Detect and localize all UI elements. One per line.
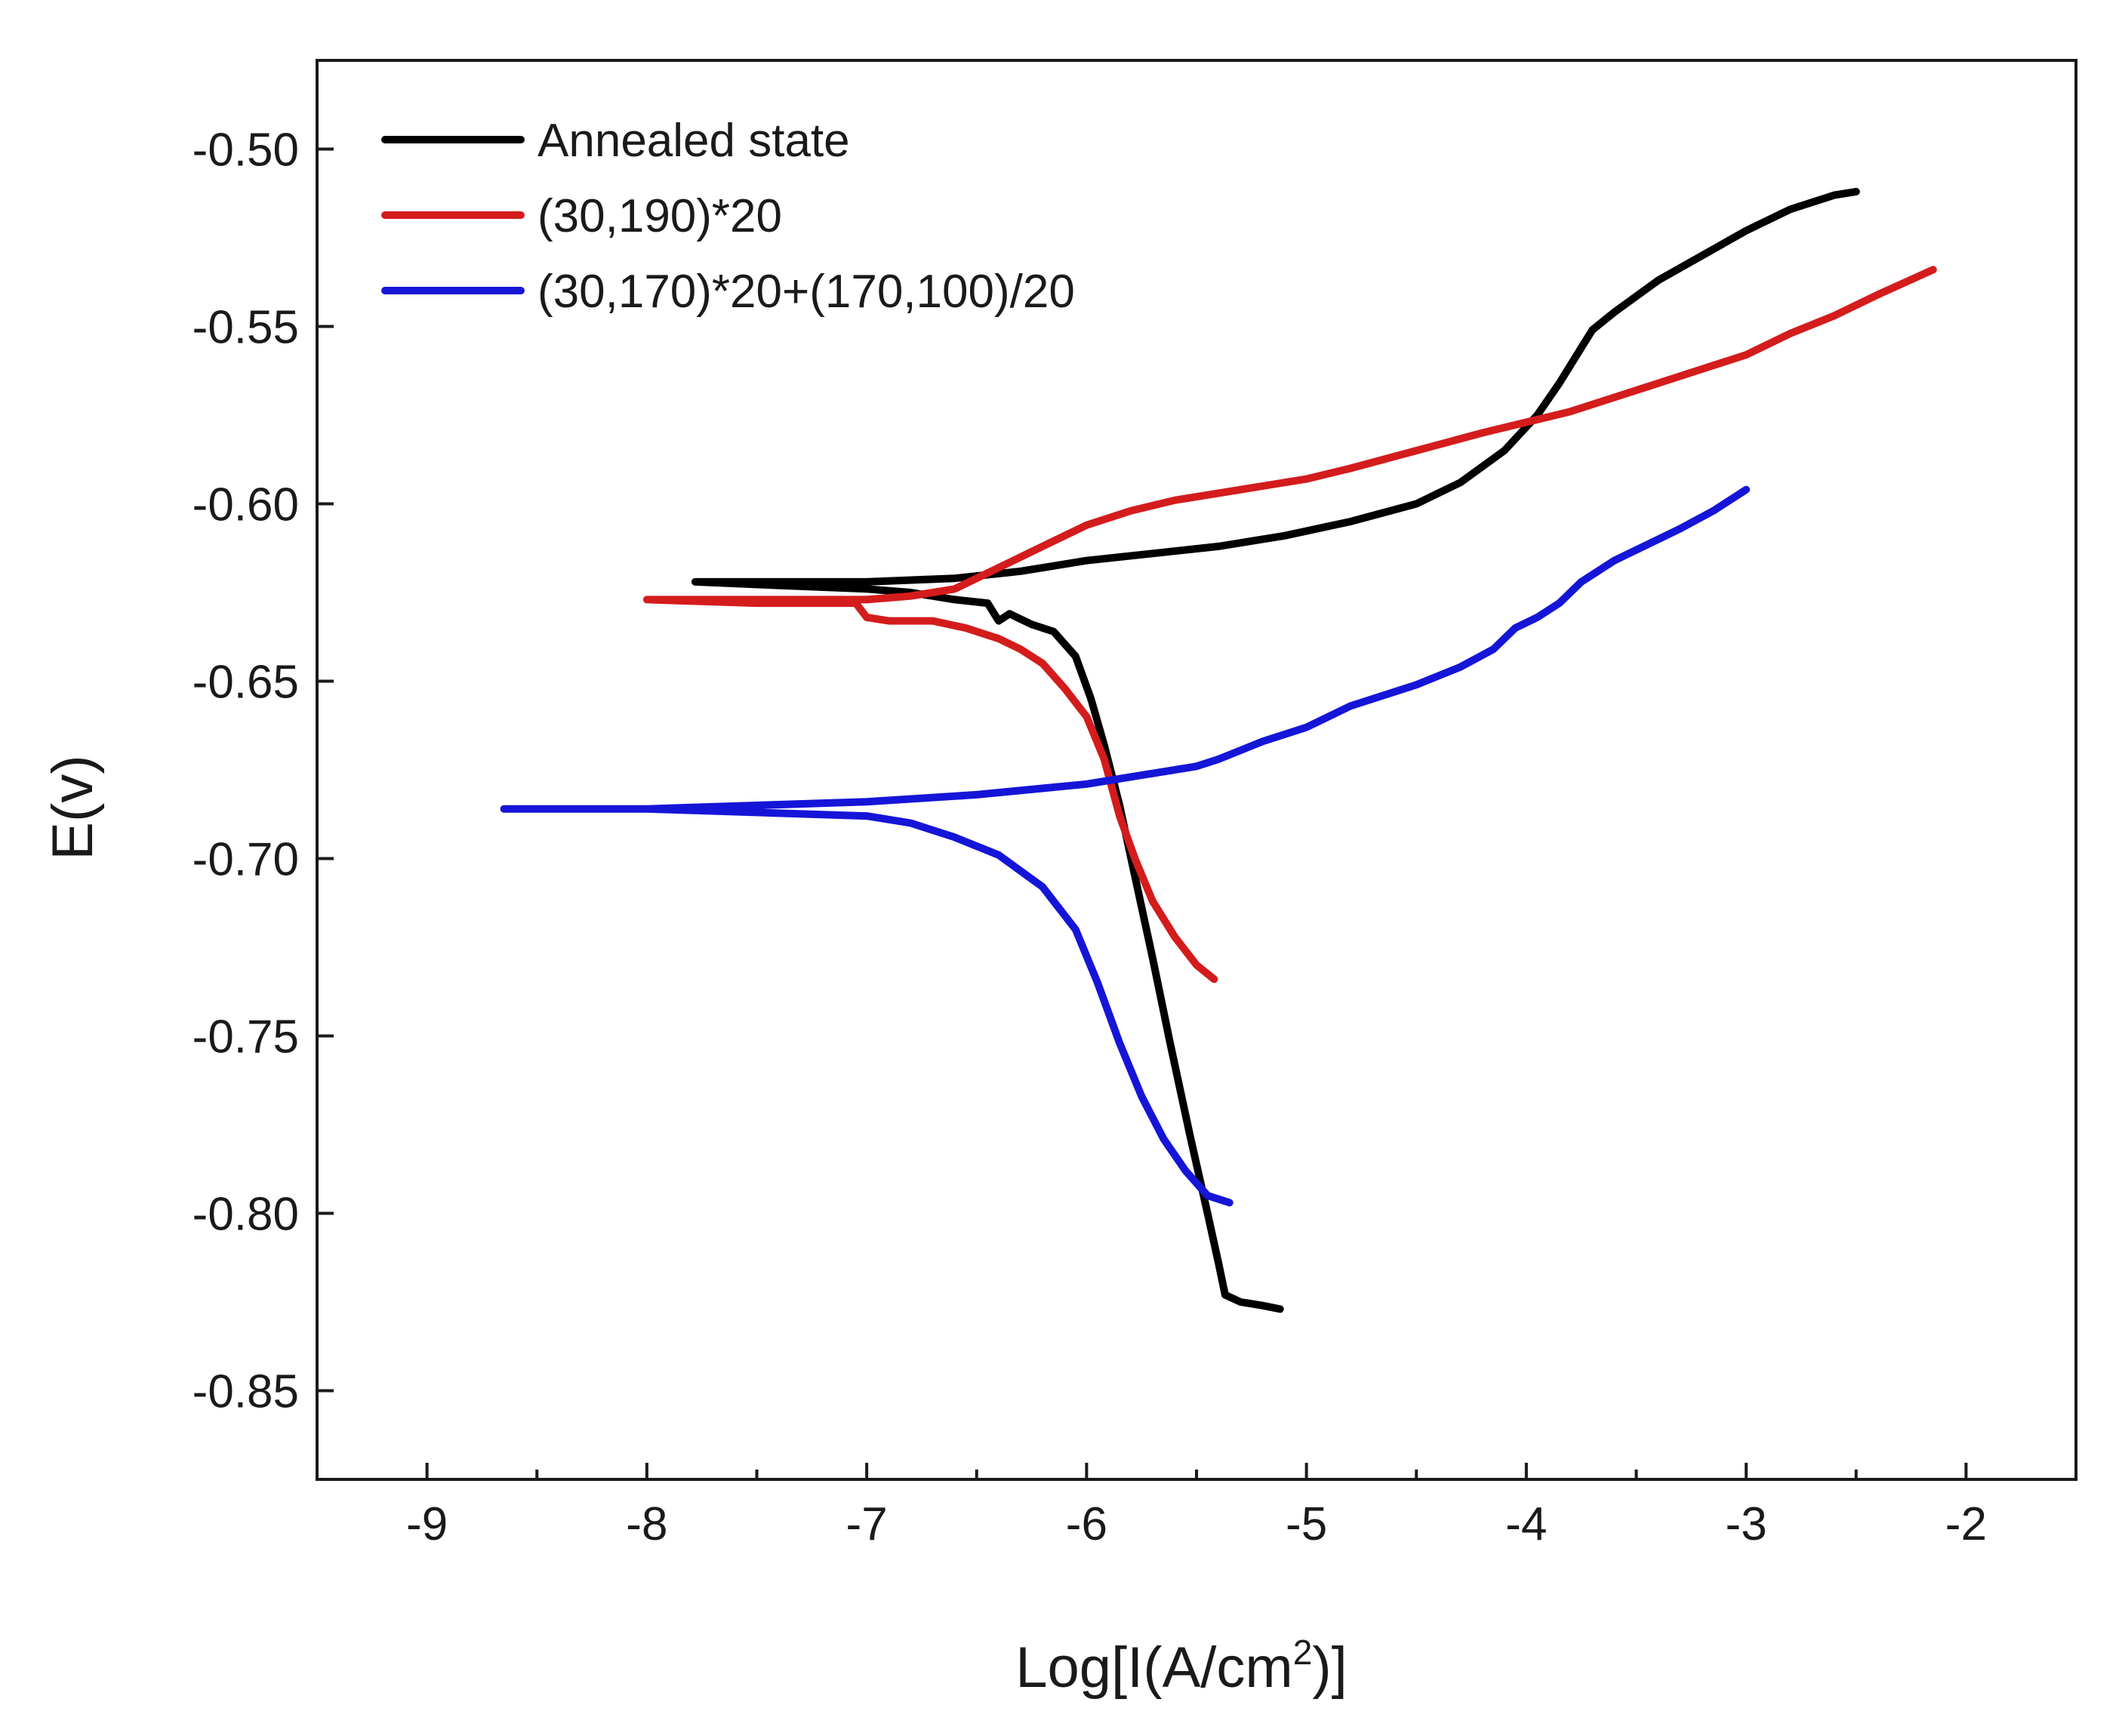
y-tick-label: -0.85 (193, 1366, 299, 1418)
y-tick-label: -0.80 (193, 1189, 299, 1241)
series-layer (500, 187, 1937, 1313)
legend-label-2: (30,190)*20 (537, 190, 782, 242)
y-tick-label: -0.60 (193, 479, 299, 531)
x-tick-label: -9 (406, 1498, 448, 1550)
x-tick-label: -5 (1286, 1498, 1327, 1550)
y-tick-label: -0.75 (193, 1011, 299, 1063)
x-tick-label: -3 (1726, 1498, 1767, 1550)
series-line-1 (691, 187, 1860, 1313)
x-axis: -9 -8 -7 -6 -5 -4 -3 -2 (406, 1463, 1987, 1550)
y-tick-label: -0.70 (193, 834, 299, 886)
y-axis-title: E(v) (41, 755, 105, 860)
series-line-2 (642, 266, 1937, 983)
x-tick-label: -8 (626, 1498, 667, 1550)
y-tick-label: -0.55 (193, 302, 299, 354)
legend-label-3: (30,170)*20+(170,100)/20 (537, 266, 1075, 318)
x-tick-label: -2 (1945, 1498, 1987, 1550)
y-axis: -0.50 -0.55 -0.60 -0.65 -0.70 -0.75 -0.80 -0.85 (193, 125, 334, 1418)
x-tick-label: -6 (1066, 1498, 1107, 1550)
legend-label-1: Annealed state (537, 115, 850, 167)
y-tick-label: -0.50 (193, 125, 299, 177)
legend: Annealed state (30,190)*20 (30,170)*20+(17… (381, 115, 1075, 318)
series-line-3 (500, 485, 1751, 1207)
x-axis-title: Log[I(A/cm2)] (1015, 1633, 1348, 1700)
x-tick-label: -4 (1505, 1498, 1547, 1550)
y-tick-label: -0.65 (193, 657, 299, 709)
x-tick-label: -7 (846, 1498, 888, 1550)
